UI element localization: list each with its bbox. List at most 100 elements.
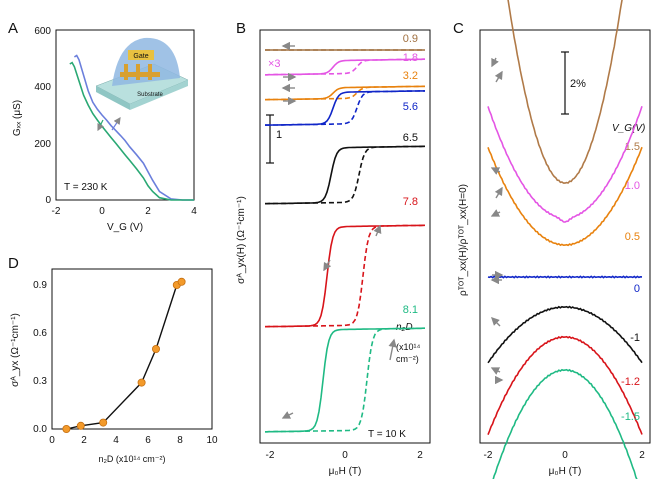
panel-b-frame <box>259 29 431 444</box>
panel-b-label-0.9: 0.9 <box>403 33 418 45</box>
panel-d-ylabel: σᴬ_yx (Ω⁻¹cm⁻¹) <box>10 313 21 387</box>
panel-a-plot <box>69 54 194 201</box>
n2d-unit-1: (x10¹⁴ <box>396 342 421 352</box>
panel-d-xticks: 0 2 4 6 8 10 <box>49 435 218 446</box>
panel-a-ytick: 400 <box>34 82 51 93</box>
panel-d-point <box>137 378 146 387</box>
sweep-arrow-down <box>97 119 104 132</box>
panel-c-arrow <box>494 70 503 83</box>
panel-a-ytick: 200 <box>34 139 51 150</box>
panel-c-arrow <box>490 367 501 375</box>
panel-b-arrow <box>323 259 332 272</box>
panel-b-loop-solid-1.8 <box>265 58 425 76</box>
panel-c-label--1.5: -1.5 <box>621 411 640 423</box>
panel-b-loop-solid-6.5 <box>265 145 425 205</box>
panel-a-xtick: -2 <box>52 206 61 217</box>
panel-c-label-0: 0 <box>634 283 640 295</box>
panel-d-ytick: 0.3 <box>33 376 47 387</box>
panel-d-xtick: 2 <box>81 435 87 446</box>
panel-d-line <box>66 281 182 430</box>
panel-c-curve--1 <box>487 305 643 364</box>
panel-b-ylabel: σᴬ_yx(H) (Ω⁻¹cm⁻¹) <box>236 196 247 284</box>
panel-a-ylabel: Gₓₓ (μS) <box>12 100 23 136</box>
panel-c-arrow <box>490 167 501 175</box>
panel-c-xtick: 2 <box>639 450 645 461</box>
panel-c: C ρᵀᴼᵀ_xx(H)/ρᵀᴼᵀ_xx(H=0) μ₀H (T) 2% V_G… <box>453 0 651 479</box>
panel-a-xtick: 2 <box>145 206 151 217</box>
panel-c-curve--1.2 <box>487 335 643 436</box>
panel-d-xtick: 10 <box>206 435 218 446</box>
contact-1 <box>124 64 128 80</box>
panel-d-plot <box>62 277 186 433</box>
panel-c-arrow <box>491 57 499 68</box>
panel-d-yticks: 0.0 0.3 0.6 0.9 <box>33 280 47 435</box>
panel-d-xlabel: n₂D (x10¹⁴ cm⁻²) <box>98 454 165 464</box>
panel-c-letter: C <box>453 20 464 37</box>
panel-d-xtick: 6 <box>145 435 151 446</box>
panel-d-ytick: 0.9 <box>33 280 47 291</box>
panel-a-xlabel: V_G (V) <box>107 222 143 233</box>
panel-b-loop-dashed-5.6 <box>265 90 425 126</box>
panel-d-point <box>76 421 85 430</box>
panel-b-label-8.1: 8.1 <box>403 304 418 316</box>
panel-c-xtick: -2 <box>484 450 493 461</box>
c-scale-value: 2% <box>570 78 586 90</box>
panel-c-curve-0 <box>487 275 643 279</box>
panel-a-yticks: 0 200 400 600 <box>34 26 51 206</box>
panel-c-xtick: 0 <box>562 450 568 461</box>
panel-d-xtick: 0 <box>49 435 55 446</box>
panel-b-label-6.5: 6.5 <box>403 132 418 144</box>
panel-d: D σᴬ_yx (Ω⁻¹cm⁻¹) n₂D (x10¹⁴ cm⁻²) 0 2 4… <box>8 255 218 464</box>
panel-a-xticks: -2 0 2 4 <box>52 206 198 217</box>
panel-b-arrow <box>388 338 397 361</box>
panel-b-label-1.8: 1.8 <box>403 52 418 64</box>
panel-b-loop-dashed-1.8 <box>265 58 425 76</box>
panel-a-series-1 <box>73 54 194 201</box>
panel-a-xtick: 4 <box>191 206 197 217</box>
substrate-front <box>130 80 188 110</box>
panel-a-ytick: 0 <box>45 195 51 206</box>
device-inset: Gate Substrate <box>95 37 189 110</box>
panel-b: B σᴬ_yx(H) (Ω⁻¹cm⁻¹) μ₀H (T) ×3 1 n₂D (x… <box>236 20 431 477</box>
panel-b-label-5.6: 5.6 <box>403 101 418 113</box>
substrate-side <box>96 86 130 110</box>
panel-b-xtick: 2 <box>417 450 423 461</box>
panel-c-arrow <box>490 209 501 217</box>
panel-b-arrow <box>373 224 382 237</box>
b-scale-value: 1 <box>276 129 282 141</box>
contact-3 <box>148 64 152 80</box>
panel-c-label--1: -1 <box>630 332 640 344</box>
panel-c-curve-1.0 <box>487 106 643 223</box>
panel-b-plot: 0.9 1.8 3.2 5.6 6.5 7.8 8.1 <box>265 33 425 433</box>
panel-c-ylabel: ρᵀᴼᵀ_xx(H)/ρᵀᴼᵀ_xx(H=0) <box>458 184 469 296</box>
contact-2 <box>136 64 140 80</box>
panel-c-curve--1.5 <box>492 368 638 479</box>
panel-a-xtick: 0 <box>99 206 105 217</box>
panel-b-loop-solid-5.6 <box>265 90 425 126</box>
panel-a-ytick: 600 <box>34 26 51 37</box>
panel-b-xtick: 0 <box>342 450 348 461</box>
gate-electrode <box>128 50 154 60</box>
n2d-unit-2: cm⁻²) <box>396 354 419 364</box>
panel-a: A Gₓₓ (μS) V_G (V) T = 230 K -2 0 2 4 0 … <box>8 20 197 233</box>
panel-d-ytick: 0.6 <box>33 328 47 339</box>
panel-b-temp: T = 10 K <box>368 429 406 440</box>
panel-d-xtick: 8 <box>177 435 183 446</box>
panel-c-curve-0.5 <box>487 146 643 247</box>
panel-b-loop-dashed-7.8 <box>265 224 425 328</box>
panel-b-loop-solid-7.8 <box>265 224 425 328</box>
panel-a-series-2 <box>69 61 194 201</box>
panel-b-loop-dashed-6.5 <box>265 145 425 205</box>
panel-d-ytick: 0.0 <box>33 424 47 435</box>
panel-c-plot: 1.51.00.50-1-1.2-1.5 <box>487 0 643 479</box>
panel-b-xtick: -2 <box>266 450 275 461</box>
panel-b-letter: B <box>236 20 246 37</box>
panel-d-point <box>99 418 108 427</box>
panel-c-frame <box>479 29 651 444</box>
panel-b-loop-dashed-8.1 <box>265 327 425 433</box>
panel-b-xlabel: μ₀H (T) <box>329 466 362 477</box>
panel-d-point <box>62 424 71 433</box>
n2d-header: n₂D <box>396 322 413 333</box>
sweep-arrow-up <box>111 117 121 131</box>
